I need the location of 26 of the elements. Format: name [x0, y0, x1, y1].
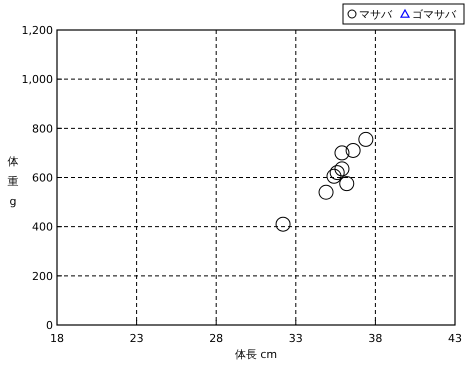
point [318, 184, 334, 200]
y-tick-label: 0 [46, 319, 53, 332]
x-tick-label: 33 [288, 332, 303, 345]
x-tick-label: 18 [50, 332, 64, 345]
ylabel: 体重 g [8, 155, 18, 208]
y-tick-label: 800 [32, 122, 53, 136]
legend-label: マサバ [359, 8, 393, 21]
x-tick-label: 43 [448, 332, 462, 345]
point [334, 161, 350, 176]
x-tick-label: 28 [209, 332, 224, 345]
y-tick-label: 400 [32, 220, 53, 234]
point [326, 168, 342, 184]
xlabel: 体長 cm [234, 348, 278, 361]
y-tick-label: 1,000 [22, 73, 53, 86]
y-tick-label: 200 [32, 270, 53, 283]
legend-label: ゴマサバ [412, 8, 457, 21]
x-tick-label: 23 [130, 332, 144, 345]
point [346, 142, 361, 158]
point [358, 132, 374, 147]
point [334, 145, 350, 160]
y-tick-label: 600 [32, 172, 53, 184]
point [339, 176, 354, 192]
x-tick-label: 38 [368, 332, 382, 345]
point [276, 216, 291, 232]
y-tick-label: 1,200 [22, 24, 53, 37]
point [330, 165, 345, 180]
